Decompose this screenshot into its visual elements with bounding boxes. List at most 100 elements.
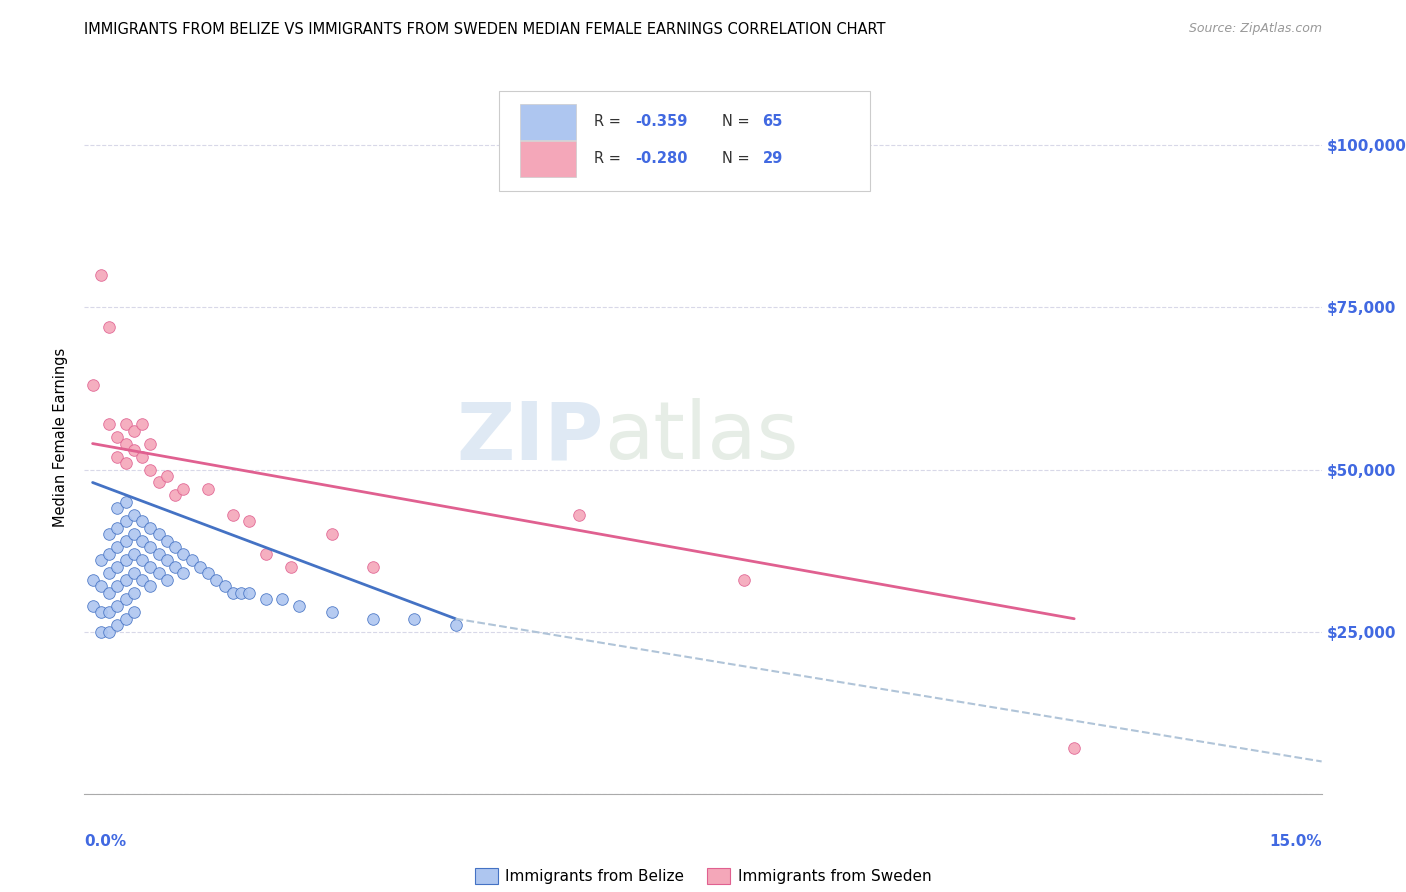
Point bbox=[114, 573, 136, 587]
Point bbox=[105, 430, 128, 444]
Text: Source: ZipAtlas.com: Source: ZipAtlas.com bbox=[1188, 22, 1322, 36]
Point bbox=[229, 586, 252, 600]
Text: ZIP: ZIP bbox=[457, 398, 605, 476]
Point bbox=[165, 488, 187, 502]
Point bbox=[139, 579, 162, 593]
Point bbox=[114, 592, 136, 607]
Point bbox=[254, 547, 277, 561]
Point bbox=[90, 624, 112, 639]
Text: atlas: atlas bbox=[605, 398, 799, 476]
Point bbox=[321, 605, 343, 619]
Point bbox=[90, 268, 112, 282]
Point bbox=[238, 515, 260, 529]
Text: R =: R = bbox=[595, 152, 626, 166]
Text: 65: 65 bbox=[762, 114, 783, 129]
Point bbox=[105, 541, 128, 555]
Point bbox=[197, 482, 219, 496]
FancyBboxPatch shape bbox=[520, 103, 575, 139]
Point bbox=[131, 417, 153, 431]
Point bbox=[98, 586, 121, 600]
Point bbox=[122, 547, 145, 561]
Point bbox=[98, 417, 121, 431]
Point bbox=[105, 521, 128, 535]
Text: 15.0%: 15.0% bbox=[1270, 834, 1322, 849]
Point bbox=[148, 547, 170, 561]
Point bbox=[172, 482, 194, 496]
Point bbox=[361, 559, 384, 574]
Point bbox=[156, 469, 179, 483]
Point bbox=[444, 618, 467, 632]
Point bbox=[222, 508, 245, 522]
Point bbox=[114, 553, 136, 567]
Point bbox=[98, 319, 121, 334]
Point bbox=[188, 559, 211, 574]
Point bbox=[122, 443, 145, 458]
Point bbox=[172, 566, 194, 581]
Point bbox=[82, 599, 104, 613]
Point bbox=[122, 527, 145, 541]
Point bbox=[172, 547, 194, 561]
Point bbox=[114, 533, 136, 548]
Point bbox=[114, 456, 136, 470]
Legend: Immigrants from Belize, Immigrants from Sweden: Immigrants from Belize, Immigrants from … bbox=[468, 863, 938, 890]
Point bbox=[1063, 741, 1085, 756]
Point bbox=[165, 559, 187, 574]
Point bbox=[321, 527, 343, 541]
Text: IMMIGRANTS FROM BELIZE VS IMMIGRANTS FROM SWEDEN MEDIAN FEMALE EARNINGS CORRELAT: IMMIGRANTS FROM BELIZE VS IMMIGRANTS FRO… bbox=[84, 22, 886, 37]
Point bbox=[98, 566, 121, 581]
Point bbox=[122, 424, 145, 438]
FancyBboxPatch shape bbox=[520, 141, 575, 177]
Point bbox=[90, 579, 112, 593]
Point bbox=[114, 612, 136, 626]
Point bbox=[105, 501, 128, 516]
Point bbox=[205, 573, 228, 587]
FancyBboxPatch shape bbox=[499, 91, 870, 191]
Point bbox=[139, 521, 162, 535]
Point bbox=[98, 527, 121, 541]
Text: 0.0%: 0.0% bbox=[84, 834, 127, 849]
Point bbox=[156, 573, 179, 587]
Point bbox=[139, 462, 162, 476]
Point bbox=[90, 553, 112, 567]
Point bbox=[361, 612, 384, 626]
Point bbox=[214, 579, 236, 593]
Text: -0.280: -0.280 bbox=[636, 152, 688, 166]
Point bbox=[122, 605, 145, 619]
Point bbox=[131, 553, 153, 567]
Point bbox=[271, 592, 294, 607]
Point bbox=[98, 605, 121, 619]
Y-axis label: Median Female Earnings: Median Female Earnings bbox=[53, 348, 69, 526]
Point bbox=[114, 417, 136, 431]
Point bbox=[733, 573, 755, 587]
Point bbox=[131, 515, 153, 529]
Point bbox=[105, 559, 128, 574]
Point bbox=[197, 566, 219, 581]
Point bbox=[105, 618, 128, 632]
Point bbox=[98, 547, 121, 561]
Point bbox=[222, 586, 245, 600]
Point bbox=[180, 553, 202, 567]
Text: N =: N = bbox=[721, 152, 754, 166]
Point bbox=[148, 527, 170, 541]
Point bbox=[156, 553, 179, 567]
Point bbox=[131, 450, 153, 464]
Point bbox=[131, 573, 153, 587]
Point bbox=[105, 450, 128, 464]
Point bbox=[148, 566, 170, 581]
Point bbox=[114, 495, 136, 509]
Point bbox=[82, 573, 104, 587]
Point bbox=[568, 508, 591, 522]
Point bbox=[139, 436, 162, 450]
Point bbox=[404, 612, 426, 626]
Point bbox=[105, 579, 128, 593]
Point bbox=[98, 624, 121, 639]
Point bbox=[156, 533, 179, 548]
Text: R =: R = bbox=[595, 114, 626, 129]
Point bbox=[90, 605, 112, 619]
Point bbox=[280, 559, 302, 574]
Text: -0.359: -0.359 bbox=[636, 114, 688, 129]
Point bbox=[139, 541, 162, 555]
Point bbox=[254, 592, 277, 607]
Text: 29: 29 bbox=[762, 152, 783, 166]
Point bbox=[288, 599, 311, 613]
